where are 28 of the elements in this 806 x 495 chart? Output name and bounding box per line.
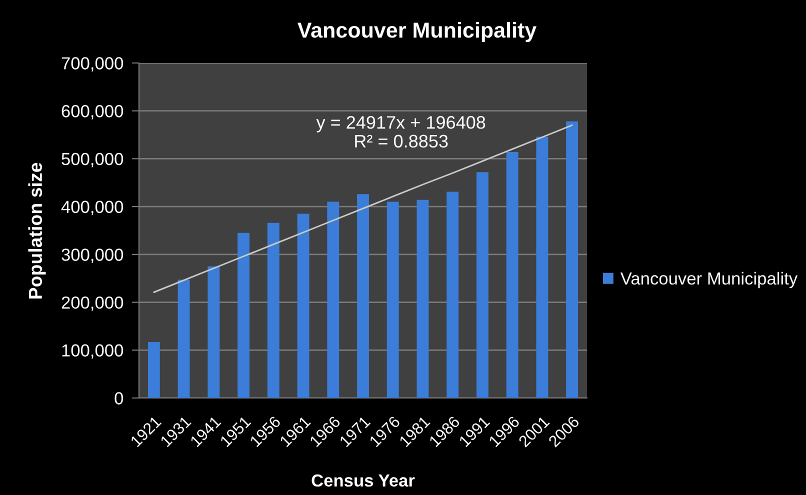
annotation: y = 24917x + 196408 R² = 0.8853 [316,116,486,148]
bar [178,280,190,398]
bar [267,222,280,398]
bar [446,192,459,398]
y-axis-title: Population size [28,162,46,298]
legend-label: Vancouver Municipality [620,272,798,288]
chart-title: Vancouver Municipality [298,22,537,42]
bar [297,214,310,398]
bar [148,342,160,398]
bar [327,202,340,398]
bar [208,266,220,398]
y-tick-label: 700,000 [62,57,124,72]
x-axis-title: Census Year [312,474,415,487]
y-tick-label: 300,000 [62,248,124,263]
bar [238,232,250,398]
y-tick-label: 0 [114,392,124,404]
bar [566,121,578,398]
y-tick-label: 500,000 [62,152,124,168]
y-tick-label: 400,000 [61,200,124,216]
y-tick-label: 200,000 [62,296,124,311]
y-tick-label: 600,000 [62,105,124,120]
bar [476,172,488,398]
bar [506,152,518,398]
bar [536,136,548,398]
bar [416,200,429,398]
y-tick-label: 100,000 [62,344,124,359]
bar [386,202,399,398]
bar [357,194,369,398]
